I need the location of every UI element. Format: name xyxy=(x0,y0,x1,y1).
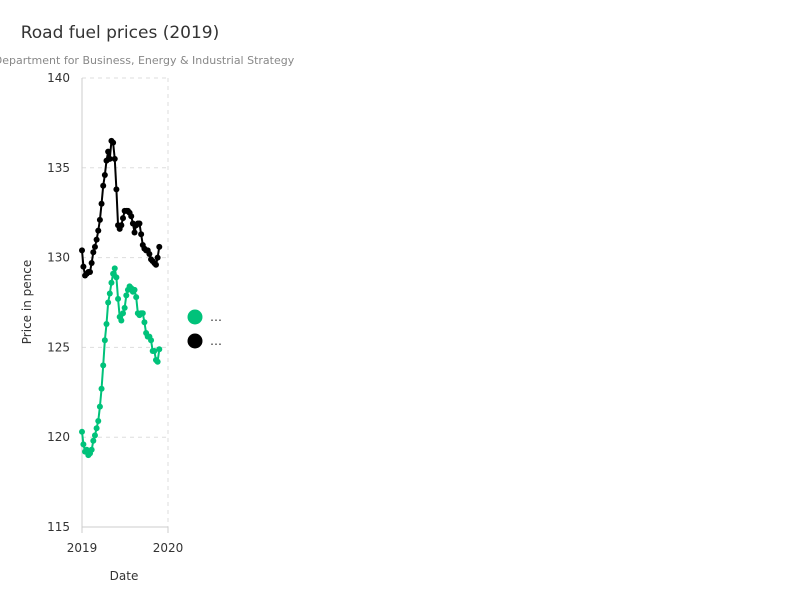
legend-label: … xyxy=(210,310,222,324)
data-point xyxy=(90,249,97,256)
data-point xyxy=(128,213,135,220)
data-point xyxy=(93,425,100,432)
series-line xyxy=(81,267,161,457)
data-point xyxy=(101,337,108,344)
data-point xyxy=(113,274,120,281)
data-point xyxy=(111,155,118,162)
data-point xyxy=(79,247,85,254)
data-point xyxy=(101,171,108,178)
data-point xyxy=(105,299,112,306)
data-point xyxy=(93,236,100,243)
data-point xyxy=(115,295,122,302)
data-point xyxy=(141,319,148,326)
y-tick-label: 135 xyxy=(47,161,70,175)
data-point xyxy=(91,432,98,439)
data-point xyxy=(87,268,94,275)
data-point xyxy=(110,139,117,146)
series-0 xyxy=(79,265,163,459)
chart-title: Road fuel prices (2019) xyxy=(21,23,220,43)
axes: 115 120 125 130 135 140 2019 2020 xyxy=(47,71,183,555)
data-point xyxy=(96,216,103,223)
data-point xyxy=(118,317,125,324)
data-point xyxy=(131,286,138,293)
data-point xyxy=(148,337,155,344)
data-point xyxy=(121,304,128,311)
legend-swatch xyxy=(187,333,203,349)
data-point xyxy=(103,321,110,328)
data-point xyxy=(90,437,97,444)
data-point xyxy=(106,155,113,162)
data-point xyxy=(120,215,126,222)
y-axis-label: Price in pence xyxy=(20,260,34,344)
legend-label: … xyxy=(210,334,222,348)
data-point xyxy=(80,263,87,270)
x-tick-label: 2019 xyxy=(67,541,98,555)
y-tick-label: 130 xyxy=(47,251,70,265)
data-point xyxy=(152,261,159,268)
data-point xyxy=(105,148,112,155)
data-point xyxy=(138,231,145,238)
data-point xyxy=(88,446,95,453)
data-point xyxy=(100,362,107,369)
data-point xyxy=(151,347,158,354)
legend: …… xyxy=(187,309,222,349)
data-point xyxy=(111,265,118,272)
data-point xyxy=(108,279,115,286)
x-axis-label: Date xyxy=(110,569,139,583)
data-point xyxy=(96,403,103,410)
data-point xyxy=(118,222,125,229)
data-point xyxy=(146,251,153,258)
data-point xyxy=(95,227,102,234)
data-point xyxy=(139,310,146,317)
data-point xyxy=(79,428,85,435)
series-1 xyxy=(79,137,163,279)
x-tick-label: 2020 xyxy=(153,541,184,555)
data-point xyxy=(80,441,87,448)
y-tick-label: 140 xyxy=(47,71,70,85)
legend-swatch xyxy=(187,309,203,325)
y-tick-label: 125 xyxy=(47,340,70,354)
data-point xyxy=(154,358,161,365)
series-group xyxy=(79,137,163,459)
data-point xyxy=(91,243,98,250)
data-point xyxy=(133,294,140,301)
data-point xyxy=(113,186,120,193)
data-point xyxy=(98,200,105,207)
y-tick-label: 120 xyxy=(47,430,70,444)
data-point xyxy=(131,229,138,236)
data-point xyxy=(98,385,105,392)
data-point xyxy=(95,418,102,425)
data-point xyxy=(106,290,113,297)
data-point xyxy=(156,243,163,250)
chart-subtitle: Department for Business, Energy & Indust… xyxy=(0,54,295,67)
y-tick-label: 115 xyxy=(47,520,70,534)
data-point xyxy=(154,254,161,261)
data-point xyxy=(123,292,130,299)
data-point xyxy=(88,259,95,266)
data-point xyxy=(136,220,143,227)
data-point xyxy=(120,310,126,317)
data-point xyxy=(100,182,107,189)
data-point xyxy=(156,346,163,353)
